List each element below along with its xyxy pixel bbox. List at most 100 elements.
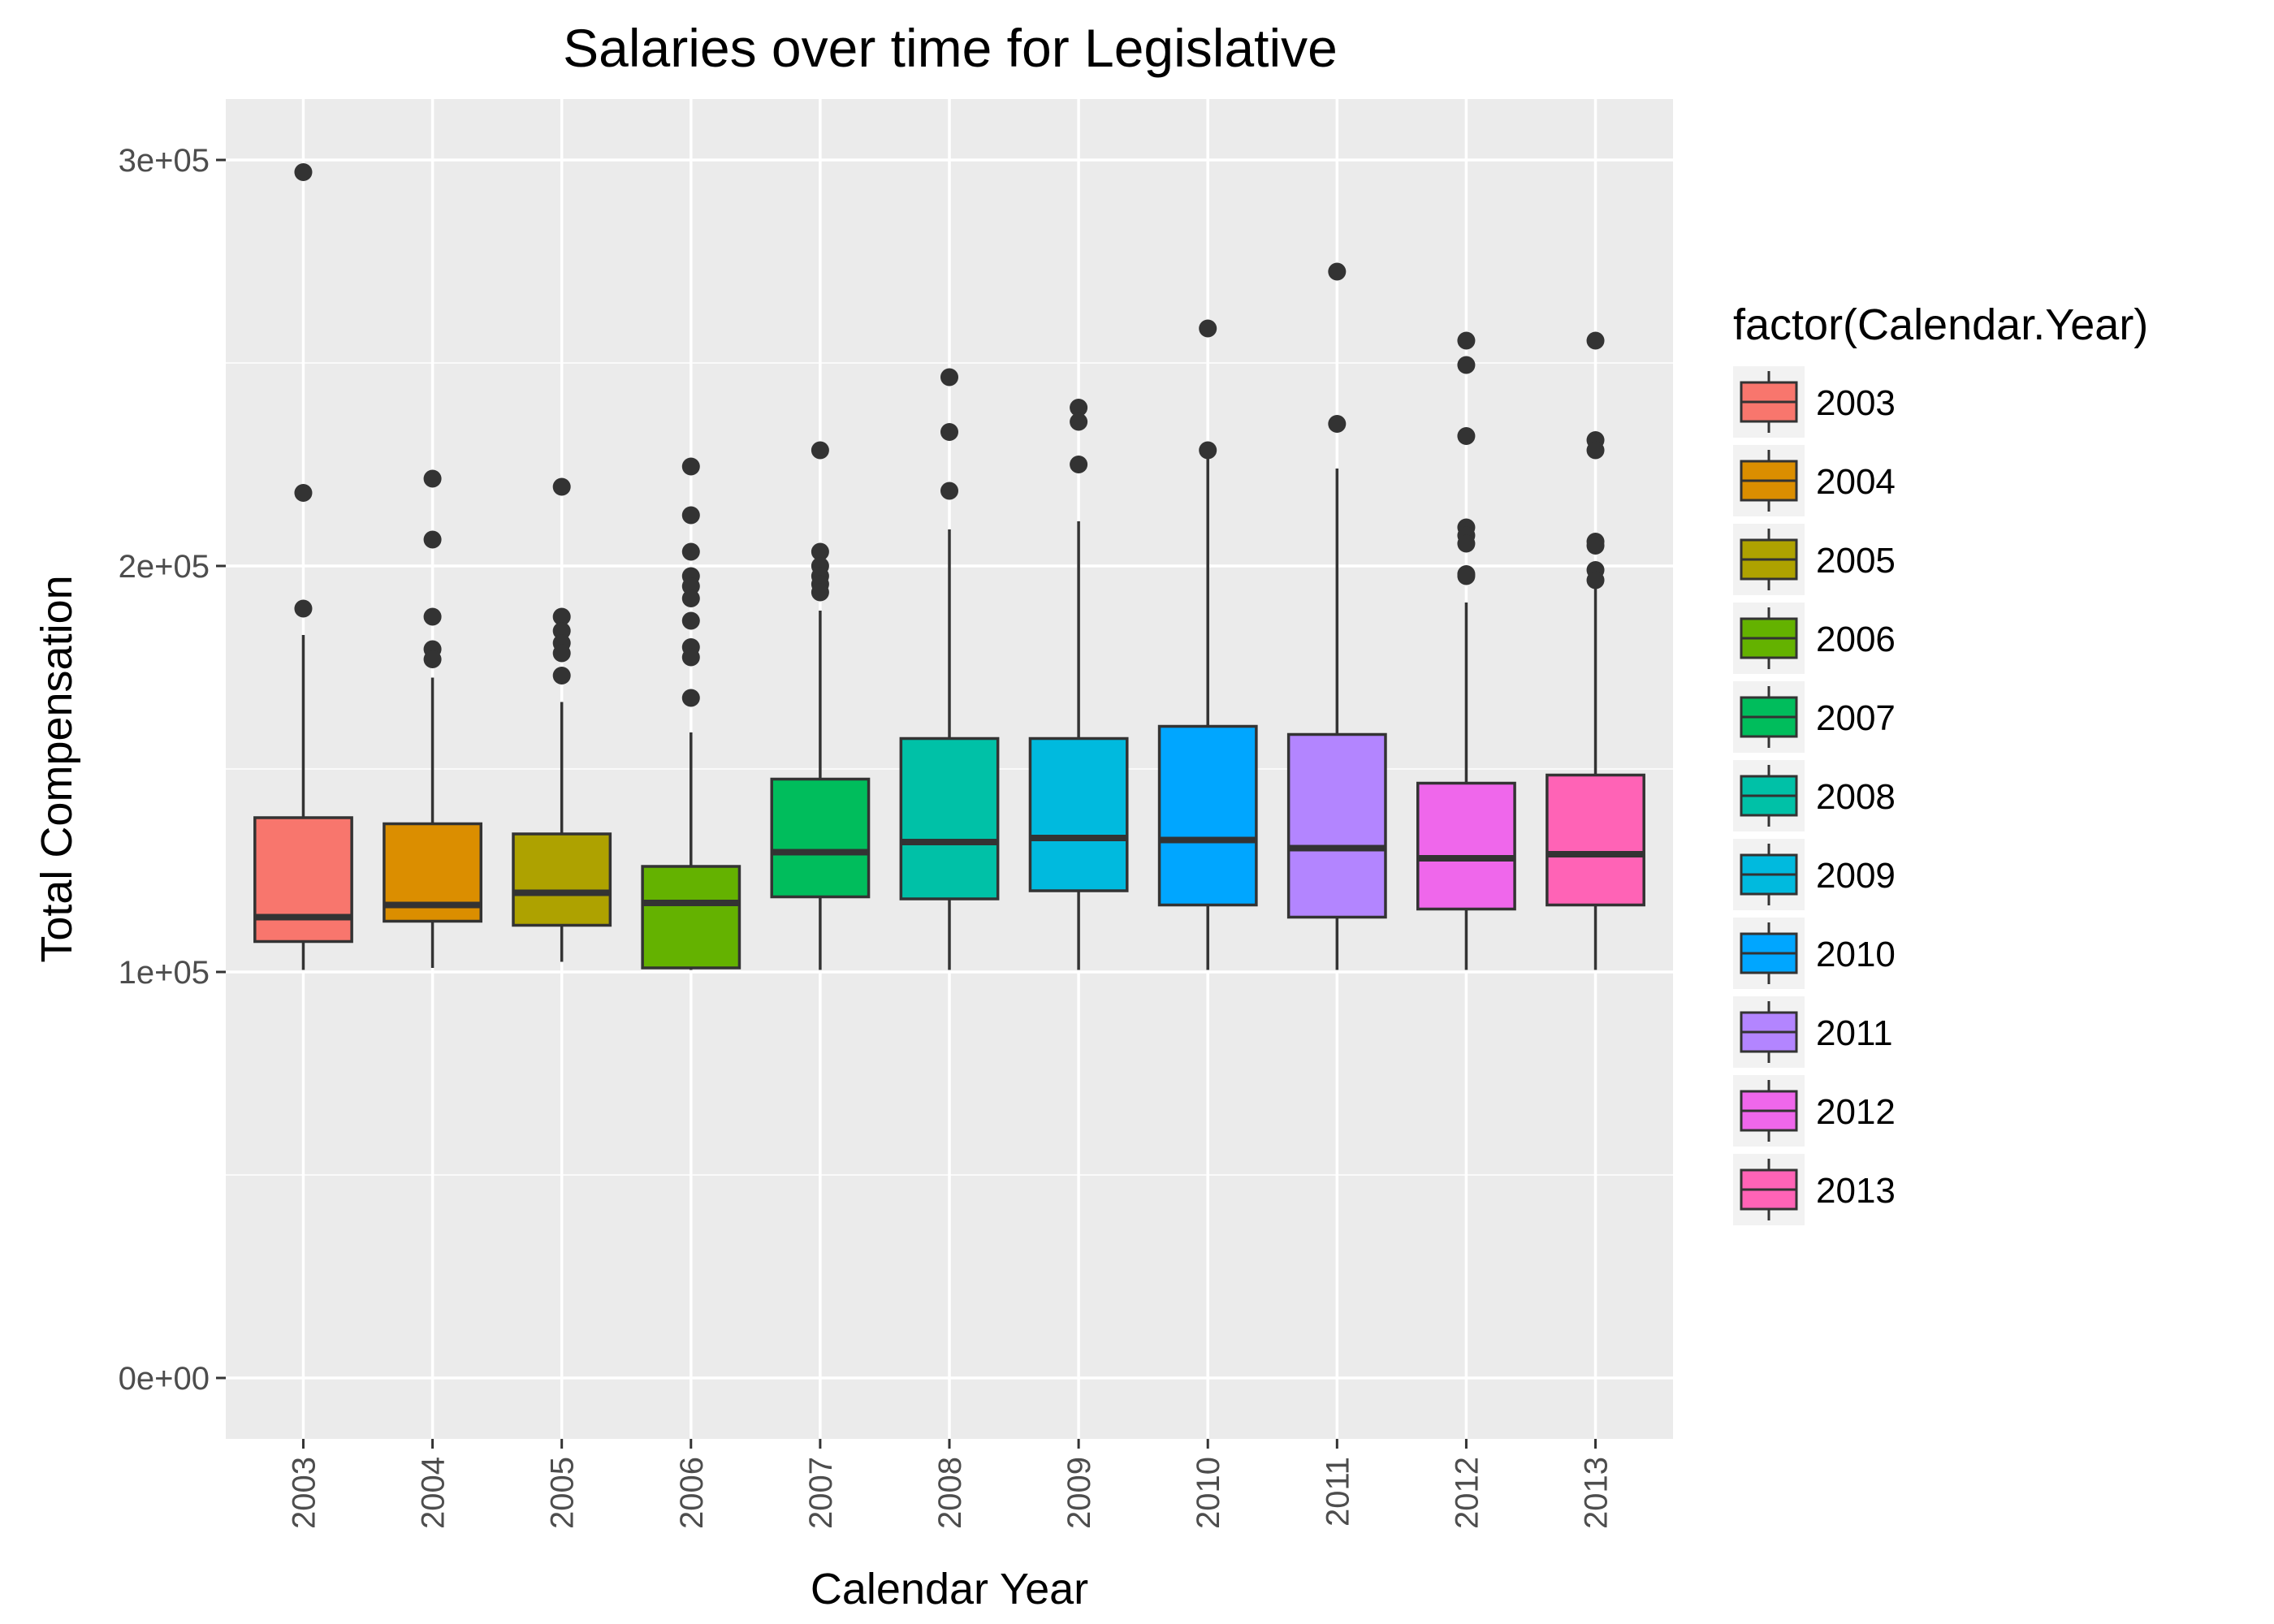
- boxes: [253, 163, 1645, 970]
- outlier-point: [811, 441, 829, 460]
- outlier-point: [1199, 441, 1217, 460]
- box-2012: [1416, 331, 1516, 970]
- outlier-point: [423, 469, 442, 488]
- x-tick-label: 2008: [932, 1457, 968, 1529]
- outlier-point: [811, 542, 829, 561]
- legend-label: 2007: [1816, 698, 1896, 738]
- legend: 2003 2004 2005 2006 2007 2008 2009 2010 2011 2012…: [1733, 366, 1896, 1225]
- x-tick-label: 2013: [1579, 1457, 1615, 1529]
- legend-item-2012: 2012: [1733, 1075, 1896, 1147]
- outlier-point: [1328, 415, 1347, 433]
- outlier-point: [1586, 537, 1605, 555]
- box-2010: [1157, 319, 1258, 970]
- box-body: [641, 865, 741, 970]
- legend-item-2006: 2006: [1733, 603, 1896, 674]
- box-body: [1028, 736, 1129, 892]
- outlier-point: [681, 542, 700, 561]
- outlier-point: [552, 477, 571, 496]
- box-2007: [770, 441, 871, 970]
- outlier-point: [681, 590, 700, 607]
- y-tick-label: 3e+05: [119, 143, 210, 179]
- outlier-point: [681, 611, 700, 630]
- box-2008: [899, 368, 1000, 970]
- outlier-point: [294, 163, 313, 181]
- legend-label: 2006: [1816, 620, 1896, 659]
- box-2004: [383, 469, 482, 968]
- y-tick-label: 0e+00: [119, 1361, 210, 1397]
- outlier-point: [1586, 571, 1605, 590]
- outlier-point: [552, 607, 571, 626]
- legend-label: 2008: [1816, 777, 1896, 817]
- outlier-point: [1457, 331, 1476, 350]
- outlier-point: [1586, 441, 1605, 460]
- chart-title: Salaries over time for Legislative: [563, 18, 1338, 78]
- outlier-point: [423, 650, 442, 668]
- x-tick-label: 2012: [1449, 1457, 1485, 1529]
- legend-label: 2003: [1816, 383, 1896, 423]
- x-axis: 2003 2004 2005 2006 2007 2008 2009 2010 2011 2012…: [286, 1439, 1615, 1529]
- outlier-point: [1070, 399, 1088, 417]
- x-tick-label: 2010: [1191, 1457, 1226, 1529]
- outlier-point: [940, 368, 958, 387]
- outlier-point: [294, 599, 313, 618]
- box-body: [1546, 773, 1645, 907]
- outlier-point: [940, 482, 958, 500]
- legend-item-2007: 2007: [1733, 681, 1896, 753]
- legend-item-2013: 2013: [1733, 1154, 1896, 1225]
- x-tick-label: 2005: [545, 1457, 581, 1529]
- x-tick-label: 2011: [1320, 1457, 1355, 1527]
- legend-item-2003: 2003: [1733, 366, 1896, 438]
- legend-item-2005: 2005: [1733, 524, 1896, 595]
- outlier-point: [552, 667, 571, 685]
- legend-label: 2013: [1816, 1171, 1896, 1211]
- box-body: [1157, 724, 1258, 907]
- outlier-point: [811, 583, 829, 602]
- legend-label: 2004: [1816, 462, 1896, 502]
- outlier-point: [681, 506, 700, 525]
- outlier-point: [294, 484, 313, 502]
- outlier-point: [681, 457, 700, 476]
- legend-label: 2005: [1816, 541, 1896, 581]
- box-2013: [1546, 331, 1645, 970]
- legend-item-2009: 2009: [1733, 839, 1896, 910]
- legend-item-2010: 2010: [1733, 918, 1896, 989]
- box-2009: [1028, 399, 1129, 970]
- y-tick-label: 2e+05: [119, 549, 210, 585]
- outlier-point: [552, 644, 571, 663]
- y-axis: 0e+00 1e+05 2e+05 3e+05: [119, 143, 226, 1397]
- outlier-point: [940, 423, 958, 441]
- box-2005: [512, 477, 612, 962]
- outlier-point: [1070, 412, 1088, 431]
- legend-item-2011: 2011: [1733, 996, 1893, 1068]
- x-axis-title: Calendar Year: [811, 1565, 1088, 1613]
- legend-label: 2009: [1816, 856, 1896, 896]
- box-body: [1416, 781, 1516, 911]
- legend-title: factor(Calendar.Year): [1733, 300, 2148, 349]
- outlier-point: [1457, 534, 1476, 553]
- y-axis-title: Total Compensation: [32, 575, 81, 962]
- outlier-point: [1457, 356, 1476, 374]
- outlier-point: [1328, 262, 1347, 281]
- outlier-point: [1457, 427, 1476, 445]
- legend-label: 2010: [1816, 935, 1896, 974]
- outlier-point: [423, 607, 442, 626]
- x-tick-label: 2009: [1061, 1457, 1097, 1529]
- legend-item-2004: 2004: [1733, 445, 1896, 516]
- outlier-point: [1070, 456, 1088, 473]
- x-tick-label: 2003: [286, 1457, 322, 1529]
- box-2003: [253, 163, 353, 970]
- outlier-point: [681, 689, 700, 707]
- x-tick-label: 2004: [416, 1457, 452, 1529]
- box-body: [512, 832, 612, 927]
- box-body: [899, 736, 1000, 901]
- legend-label: 2011: [1816, 1013, 1893, 1053]
- legend-label: 2012: [1816, 1092, 1896, 1132]
- y-tick-label: 1e+05: [119, 955, 210, 991]
- outlier-point: [681, 648, 700, 667]
- outlier-point: [1199, 319, 1217, 338]
- legend-item-2008: 2008: [1733, 760, 1896, 831]
- box-body: [770, 777, 871, 899]
- x-tick-label: 2007: [803, 1457, 839, 1529]
- outlier-point: [1586, 331, 1605, 350]
